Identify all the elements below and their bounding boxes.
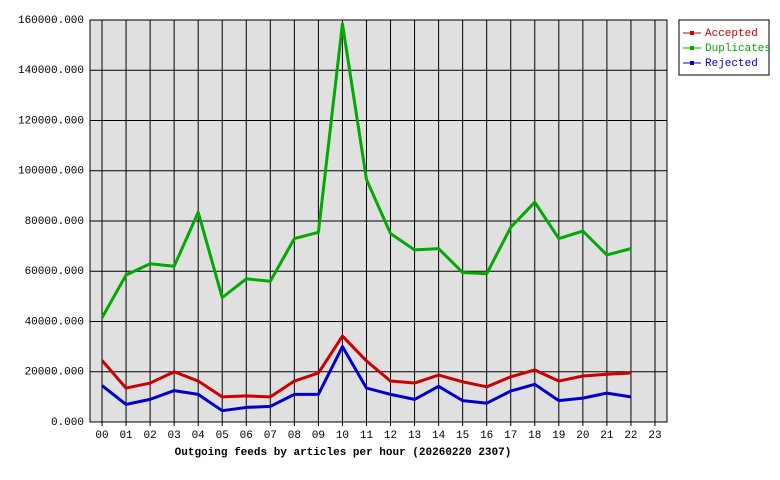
y-tick-label: 60000.000 — [25, 266, 84, 278]
x-tick-label: 20 — [576, 430, 589, 442]
x-tick-label: 08 — [288, 430, 301, 442]
x-tick-label: 14 — [432, 430, 446, 442]
legend-label: Accepted — [705, 28, 758, 40]
x-tick-label: 10 — [336, 430, 349, 442]
x-tick-label: 17 — [504, 430, 517, 442]
x-tick-label: 16 — [480, 430, 493, 442]
x-tick-label: 06 — [240, 430, 253, 442]
x-tick-label: 15 — [456, 430, 469, 442]
y-tick-label: 20000.000 — [25, 367, 84, 379]
x-tick-label: 21 — [600, 430, 614, 442]
x-tick-label: 03 — [168, 430, 181, 442]
y-tick-label: 100000.000 — [18, 166, 84, 178]
y-tick-label: 140000.000 — [18, 65, 84, 77]
legend-dot — [690, 31, 694, 35]
legend-dot — [690, 61, 694, 65]
y-tick-label: 0.000 — [51, 417, 84, 429]
y-tick-label: 120000.000 — [18, 115, 84, 127]
series-line — [100, 22, 632, 319]
x-tick-label: 13 — [408, 430, 421, 442]
x-tick-label: 12 — [384, 430, 397, 442]
legend-dot — [690, 46, 694, 50]
x-tick-label: 19 — [552, 430, 565, 442]
x-tick-label: 02 — [144, 430, 157, 442]
legend-label: Rejected — [705, 58, 758, 70]
y-tick-label: 160000.000 — [18, 15, 84, 27]
x-tick-label: 01 — [119, 430, 133, 442]
legend-label: Duplicates — [705, 43, 771, 55]
x-tick-label: 18 — [528, 430, 541, 442]
y-tick-label: 80000.000 — [25, 216, 84, 228]
series-line — [100, 334, 632, 399]
x-axis-label: Outgoing feeds by articles per hour (202… — [175, 447, 512, 459]
x-tick-label: 07 — [264, 430, 277, 442]
x-tick-label: 11 — [360, 430, 374, 442]
x-tick-label: 23 — [648, 430, 661, 442]
series-line — [101, 345, 632, 413]
x-tick-label: 05 — [216, 430, 229, 442]
x-tick-label: 00 — [95, 430, 108, 442]
x-tick-label: 04 — [192, 430, 206, 442]
x-tick-label: 09 — [312, 430, 325, 442]
x-tick-label: 22 — [624, 430, 637, 442]
y-tick-label: 40000.000 — [25, 316, 84, 328]
